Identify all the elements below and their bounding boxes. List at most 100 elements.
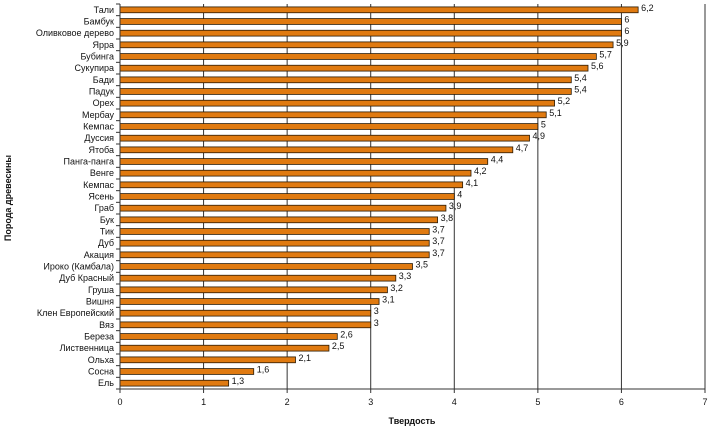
category-label: Вишня <box>86 297 114 307</box>
category-label: Падук <box>89 87 114 97</box>
data-label: 5,6 <box>591 61 604 71</box>
category-label: Ироко (Камбала) <box>43 262 114 272</box>
category-label: Лиственница <box>60 343 114 353</box>
data-label: 5,9 <box>616 38 629 48</box>
data-label: 4,9 <box>533 131 546 141</box>
bar <box>119 274 397 282</box>
category-label: Береза <box>84 332 114 342</box>
bar <box>119 169 472 177</box>
category-label: Мербау <box>82 110 114 120</box>
bar <box>119 286 388 294</box>
category-label: Сукупира <box>75 63 114 73</box>
category-label: Клен Европейский <box>37 308 114 318</box>
data-label: 4,1 <box>466 178 479 188</box>
category-label: Сосна <box>88 367 114 377</box>
category-label: Венге <box>90 168 114 178</box>
category-label: Граб <box>94 203 114 213</box>
bar <box>119 181 464 189</box>
category-label: Ясень <box>88 192 114 202</box>
data-label: 1,3 <box>232 376 245 386</box>
bar <box>119 158 489 165</box>
data-label: 6,2 <box>641 3 654 13</box>
category-label: Дуб Красный <box>59 273 114 283</box>
category-label: Кемпас <box>83 180 114 190</box>
category-label: Вяз <box>99 320 114 330</box>
category-label: Ятоба <box>89 145 114 155</box>
data-label: 4,7 <box>516 143 529 153</box>
bar <box>119 321 372 329</box>
bar <box>119 239 430 247</box>
bar <box>119 18 622 25</box>
category-label: Тали <box>94 5 114 15</box>
bar <box>119 146 514 154</box>
x-tick-label: 3 <box>368 397 373 407</box>
data-label: 3,7 <box>432 225 445 235</box>
bar <box>119 134 530 142</box>
data-label: 3,9 <box>449 201 462 211</box>
category-label: Ольха <box>88 355 114 365</box>
category-label: Орех <box>93 98 115 108</box>
data-label: 3,1 <box>382 295 395 305</box>
category-label: Панга-панга <box>64 157 114 167</box>
y-axis-title: Порода древесины <box>3 155 13 242</box>
category-label: Тик <box>100 227 114 237</box>
x-tick-label: 0 <box>117 397 122 407</box>
category-label: Дуб <box>98 238 114 248</box>
bar <box>119 344 330 352</box>
category-label: Бук <box>100 215 114 225</box>
category-label: Бамбук <box>84 17 114 27</box>
category-label: Дуссия <box>84 133 114 143</box>
x-tick-label: 2 <box>285 397 290 407</box>
x-tick-label: 4 <box>452 397 457 407</box>
value-labels: 6,2665,95,75,65,45,45,25,154,94,74,44,24… <box>232 3 654 386</box>
data-label: 3,8 <box>441 213 454 223</box>
bar <box>119 356 296 364</box>
bar <box>119 204 447 212</box>
data-label: 3,7 <box>432 248 445 258</box>
data-label: 5,4 <box>574 85 587 95</box>
data-label: 2,5 <box>332 341 345 351</box>
data-label: 4,4 <box>491 155 504 165</box>
data-label: 5,4 <box>574 73 587 83</box>
bar <box>119 76 572 84</box>
bar <box>119 193 455 200</box>
data-label: 5 <box>541 120 546 130</box>
x-tick-label: 7 <box>702 397 707 407</box>
bar <box>119 99 555 107</box>
bars <box>119 6 639 387</box>
bar <box>119 123 539 130</box>
category-label: Кемпас <box>83 122 114 132</box>
bar <box>119 64 589 72</box>
x-axis-title: Твердость <box>389 416 436 426</box>
data-label: 3 <box>374 306 379 316</box>
bar <box>119 298 380 305</box>
data-label: 2,6 <box>340 330 353 340</box>
data-label: 3,2 <box>390 283 403 293</box>
bar <box>119 251 430 259</box>
category-label: Акация <box>84 250 114 260</box>
bar <box>119 111 547 119</box>
data-label: 5,1 <box>549 108 562 118</box>
data-label: 4,2 <box>474 166 487 176</box>
bar <box>119 29 622 37</box>
bar <box>119 333 338 340</box>
x-tick-label: 5 <box>535 397 540 407</box>
axes <box>116 3 706 393</box>
bar <box>119 368 255 375</box>
category-label: Груша <box>88 285 114 295</box>
bar <box>119 263 413 270</box>
x-tick-labels: 0 1 2 3 4 5 6 7 <box>117 397 707 407</box>
data-label: 3 <box>374 318 379 328</box>
bar <box>119 6 639 14</box>
data-label: 6 <box>624 26 629 36</box>
data-label: 5,2 <box>558 96 571 106</box>
data-label: 3,3 <box>399 271 412 281</box>
data-label: 2,1 <box>299 353 312 363</box>
category-label: Ярра <box>92 40 114 50</box>
category-label: Бади <box>93 75 114 85</box>
data-label: 5,7 <box>599 50 612 60</box>
data-label: 6 <box>624 15 629 25</box>
bar <box>119 41 614 49</box>
